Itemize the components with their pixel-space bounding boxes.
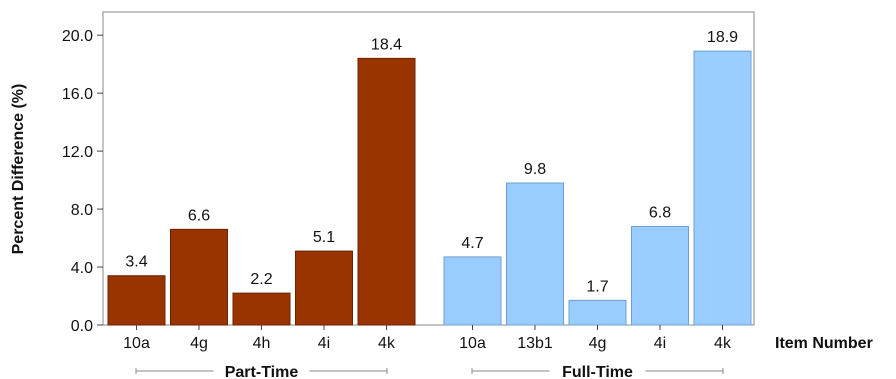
- bar: [506, 182, 564, 326]
- group-label: Full-Time: [562, 364, 633, 379]
- x-category-label: 4h: [253, 335, 271, 352]
- x-category-label: 4i: [654, 335, 666, 352]
- bar: [107, 275, 166, 326]
- x-axis-title: Item Number: [775, 335, 873, 352]
- bar-value-label: 6.6: [188, 207, 210, 224]
- x-category-label: 10a: [123, 335, 150, 352]
- group-label: Part-Time: [225, 364, 299, 379]
- y-axis-ticks: 0.0 4.0 8.0 12.0 16.0 20.0: [62, 28, 103, 335]
- bar: [631, 225, 689, 326]
- x-category-label: 13b1: [517, 335, 553, 352]
- bar-value-label: 5.1: [313, 229, 335, 246]
- x-category-label: 4i: [318, 335, 330, 352]
- bar: [568, 299, 627, 326]
- y-tick-label: 12.0: [62, 144, 93, 161]
- y-tick-label: 0.0: [71, 318, 93, 335]
- x-category-label: 10a: [459, 335, 486, 352]
- group-labels: Part-Time Full-Time: [135, 364, 724, 379]
- bars: 3.4 6.6 2.2 5.1 18.4 4.7 9.8 1.7 6.8 18.9: [107, 29, 752, 326]
- x-category-label: 4g: [190, 335, 208, 352]
- y-tick-label: 20.0: [62, 28, 93, 45]
- y-axis-title: Percent Difference (%): [10, 84, 27, 255]
- bar-value-label: 6.8: [649, 204, 671, 221]
- bar-value-label: 1.7: [586, 278, 608, 295]
- bar: [170, 228, 228, 326]
- x-category-label: 4k: [378, 335, 396, 352]
- x-category-label: 4g: [589, 335, 607, 352]
- bar-value-label: 2.2: [250, 271, 272, 288]
- x-category-label: 4k: [714, 335, 732, 352]
- bar: [295, 250, 353, 326]
- bar-value-label: 18.4: [371, 36, 402, 53]
- y-tick-label: 4.0: [71, 260, 93, 277]
- bar: [357, 57, 416, 326]
- bar-value-label: 9.8: [524, 161, 546, 178]
- bar-value-label: 3.4: [125, 254, 147, 271]
- x-axis-categories: 10a 4g 4h 4i 4k 10a 13b1 4g 4i 4k: [123, 325, 732, 352]
- plot-frame: [102, 11, 755, 326]
- bar-value-label: 18.9: [707, 29, 738, 46]
- y-tick-label: 16.0: [62, 86, 93, 103]
- bar-value-label: 4.7: [461, 235, 483, 252]
- y-tick-label: 8.0: [71, 202, 93, 219]
- bar: [443, 256, 502, 326]
- bar: [232, 292, 291, 326]
- bar: [693, 50, 752, 326]
